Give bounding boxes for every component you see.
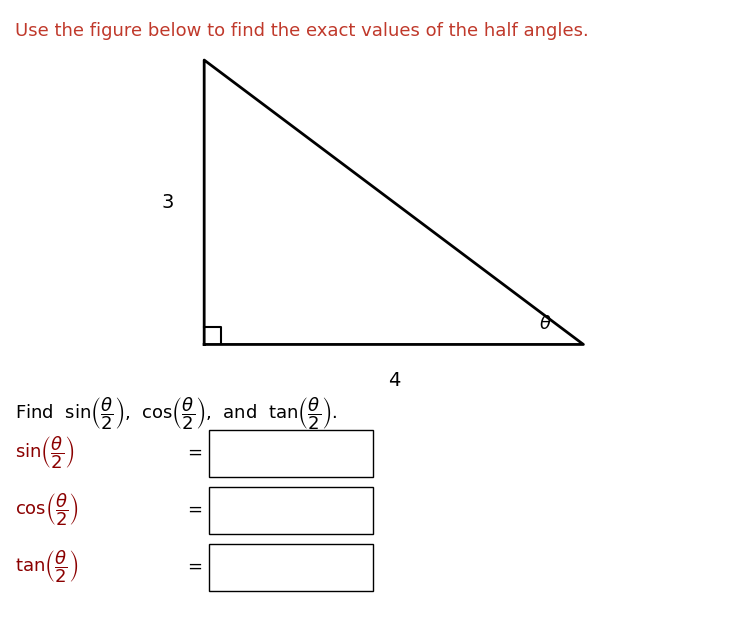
Bar bbox=[209, 430, 373, 477]
Text: 3: 3 bbox=[162, 193, 174, 212]
Text: =: = bbox=[187, 501, 201, 519]
Text: $\cos\!\left(\dfrac{\theta}{2}\right)$: $\cos\!\left(\dfrac{\theta}{2}\right)$ bbox=[15, 492, 78, 528]
Text: 4: 4 bbox=[387, 371, 400, 390]
Text: $\tan\!\left(\dfrac{\theta}{2}\right)$: $\tan\!\left(\dfrac{\theta}{2}\right)$ bbox=[15, 549, 78, 585]
Text: $\sin\!\left(\dfrac{\theta}{2}\right)$: $\sin\!\left(\dfrac{\theta}{2}\right)$ bbox=[15, 435, 74, 471]
Text: Use the figure below to find the exact values of the half angles.: Use the figure below to find the exact v… bbox=[15, 22, 589, 40]
Text: =: = bbox=[187, 558, 201, 576]
Text: Find  $\sin\!\left(\dfrac{\theta}{2}\right)$,  $\cos\!\left(\dfrac{\theta}{2}\ri: Find $\sin\!\left(\dfrac{\theta}{2}\righ… bbox=[15, 396, 337, 432]
Bar bbox=[209, 544, 373, 591]
Text: $\theta$: $\theta$ bbox=[539, 315, 552, 332]
Bar bbox=[209, 487, 373, 534]
Text: =: = bbox=[187, 444, 201, 462]
